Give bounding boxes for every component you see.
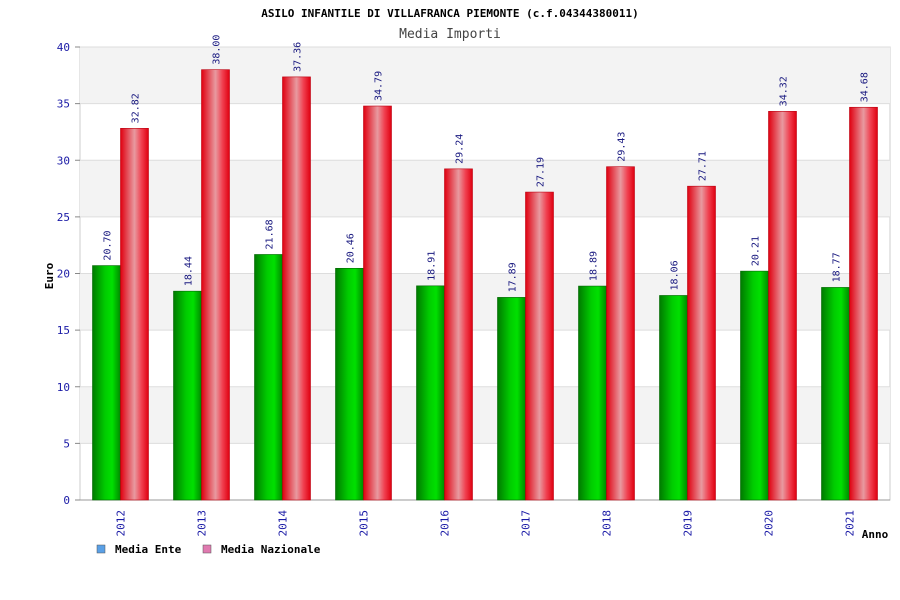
- bar-media-nazionale-2013: [201, 69, 230, 501]
- bar-media-nazionale-2017: [525, 191, 554, 501]
- bar-media-ente-2018: [578, 285, 607, 501]
- bar-media-ente-2014: [254, 254, 283, 501]
- value-label: 18.77: [832, 252, 843, 282]
- legend-label: Media Nazionale: [221, 543, 321, 556]
- value-label: 18.89: [589, 251, 600, 281]
- y-tick-label: 40: [57, 41, 70, 54]
- bar-media-ente-2016: [416, 285, 445, 501]
- y-tick-label: 20: [57, 268, 70, 281]
- bar-media-ente-2017: [497, 297, 526, 501]
- value-label: 37.36: [293, 42, 304, 72]
- bar-media-nazionale-2020: [768, 111, 797, 501]
- value-label: 18.44: [184, 256, 195, 286]
- x-axis-ticks: 2012 2013 2014 2015 2016 2017 2018 2019 2020 2021: [115, 510, 857, 537]
- y-axis-label: Euro: [43, 262, 56, 289]
- bar-media-nazionale-2018: [606, 166, 635, 501]
- x-tick-label: 2014: [277, 510, 290, 537]
- bar-media-nazionale-2015: [363, 105, 392, 501]
- y-tick-label: 25: [57, 211, 70, 224]
- bar-media-nazionale-2019: [687, 185, 716, 501]
- bar-media-nazionale-2021: [849, 106, 878, 501]
- chart-subtitle: Media Importi: [399, 27, 501, 42]
- legend-label: Media Ente: [115, 543, 182, 556]
- y-tick-label: 10: [57, 381, 70, 394]
- x-tick-label: 2020: [763, 510, 776, 537]
- value-label: 27.19: [536, 157, 547, 187]
- value-label: 27.71: [698, 151, 709, 181]
- value-label: 29.24: [455, 134, 466, 164]
- y-tick-label: 35: [57, 98, 70, 111]
- value-labels: 20.70 32.82 18.44 38.00 21.68 37.36 20.46 34.79…: [103, 35, 871, 293]
- value-label: 34.79: [374, 71, 385, 101]
- x-tick-label: 2016: [439, 510, 452, 537]
- y-tick-label: 15: [57, 324, 70, 337]
- bar-media-ente-2012: [92, 265, 121, 501]
- bar-media-ente-2021: [821, 287, 850, 501]
- value-label: 17.89: [508, 262, 519, 292]
- x-tick-label: 2019: [682, 510, 695, 537]
- bar-media-ente-2019: [659, 295, 688, 501]
- x-tick-label: 2017: [520, 510, 533, 537]
- bars: [92, 69, 878, 501]
- chart-title: ASILO INFANTILE DI VILLAFRANCA PIEMONTE …: [261, 7, 639, 20]
- y-tick-label: 0: [63, 494, 70, 507]
- x-tick-label: 2015: [358, 510, 371, 537]
- value-label: 38.00: [212, 35, 223, 65]
- bar-media-nazionale-2016: [444, 168, 473, 501]
- x-tick-label: 2012: [115, 510, 128, 537]
- x-tick-label: 2013: [196, 510, 209, 537]
- value-label: 18.91: [427, 251, 438, 281]
- bar-media-ente-2015: [335, 267, 364, 501]
- x-axis-label: Anno: [862, 528, 889, 541]
- bar-media-ente-2013: [173, 290, 202, 501]
- bar-media-nazionale-2014: [282, 76, 311, 501]
- y-tick-label: 30: [57, 154, 70, 167]
- bar-media-nazionale-2012: [120, 128, 149, 501]
- value-label: 34.68: [860, 72, 871, 102]
- legend-swatch: [96, 544, 106, 554]
- value-label: 18.06: [670, 260, 681, 290]
- legend-swatch: [202, 544, 212, 554]
- value-label: 32.82: [131, 93, 142, 123]
- value-label: 20.70: [103, 230, 114, 260]
- value-label: 29.43: [617, 132, 628, 162]
- x-tick-label: 2018: [601, 510, 614, 537]
- legend: Media Ente Media Nazionale: [96, 543, 321, 556]
- value-label: 20.21: [751, 236, 762, 266]
- value-label: 34.32: [779, 76, 790, 106]
- y-tick-label: 5: [63, 437, 70, 450]
- x-tick-label: 2021: [844, 510, 857, 537]
- value-label: 21.68: [265, 219, 276, 249]
- value-label: 20.46: [346, 233, 357, 263]
- bar-media-ente-2020: [740, 270, 769, 501]
